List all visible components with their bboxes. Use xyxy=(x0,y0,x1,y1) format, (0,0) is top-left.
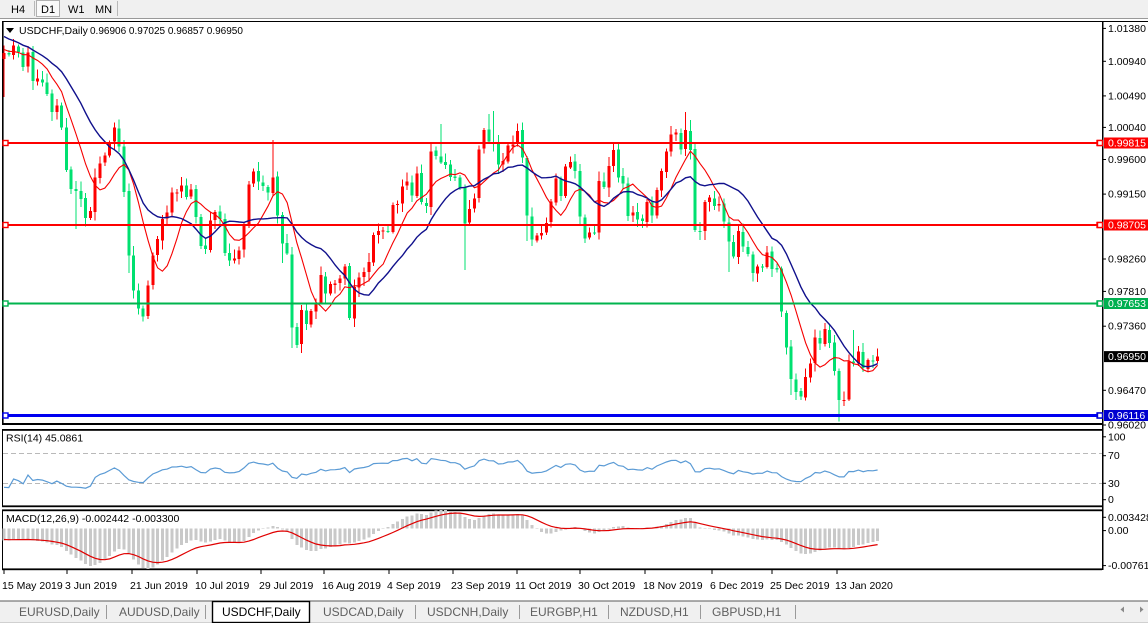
svg-text:0.003428: 0.003428 xyxy=(1108,512,1148,524)
svg-text:0.97653: 0.97653 xyxy=(1108,298,1146,310)
svg-text:USDCHF,Daily: USDCHF,Daily xyxy=(222,605,301,619)
svg-text:AUDUSD,Daily: AUDUSD,Daily xyxy=(119,605,200,619)
svg-text:0.99150: 0.99150 xyxy=(1108,189,1146,201)
svg-text:RSI(14) 45.0861: RSI(14) 45.0861 xyxy=(6,433,83,445)
svg-text:21 Jun 2019: 21 Jun 2019 xyxy=(130,580,188,592)
svg-text:0.96020: 0.96020 xyxy=(1108,420,1146,432)
svg-text:100: 100 xyxy=(1108,431,1126,443)
svg-text:MN: MN xyxy=(95,4,112,16)
svg-text:1.01380: 1.01380 xyxy=(1108,23,1146,35)
svg-text:1.00040: 1.00040 xyxy=(1108,122,1146,134)
svg-text:USDCAD,Daily: USDCAD,Daily xyxy=(323,605,404,619)
svg-text:0.00: 0.00 xyxy=(1108,525,1129,537)
svg-text:0.97360: 0.97360 xyxy=(1108,321,1146,333)
svg-text:3 Jun 2019: 3 Jun 2019 xyxy=(65,580,117,592)
svg-text:NZDUSD,H1: NZDUSD,H1 xyxy=(620,605,689,619)
svg-text:-0.007615: -0.007615 xyxy=(1108,560,1148,572)
svg-text:30 Oct 2019: 30 Oct 2019 xyxy=(578,580,635,592)
svg-text:16 Aug 2019: 16 Aug 2019 xyxy=(322,580,381,592)
svg-text:0.97810: 0.97810 xyxy=(1108,286,1146,298)
svg-text:10 Jul 2019: 10 Jul 2019 xyxy=(195,580,249,592)
svg-text:1.00490: 1.00490 xyxy=(1108,90,1146,102)
svg-text:13 Jan 2020: 13 Jan 2020 xyxy=(835,580,893,592)
svg-text:0.99600: 0.99600 xyxy=(1108,154,1146,166)
svg-text:15 May 2019: 15 May 2019 xyxy=(2,580,63,592)
svg-text:30: 30 xyxy=(1108,478,1120,490)
svg-text:25 Dec 2019: 25 Dec 2019 xyxy=(770,580,830,592)
svg-text:18 Nov 2019: 18 Nov 2019 xyxy=(643,580,703,592)
svg-text:6 Dec 2019: 6 Dec 2019 xyxy=(710,580,764,592)
svg-text:0.98260: 0.98260 xyxy=(1108,254,1146,266)
svg-text:USDCHF,Daily: USDCHF,Daily xyxy=(19,25,89,37)
svg-text:0.96116: 0.96116 xyxy=(1108,410,1145,422)
svg-text:29 Jul 2019: 29 Jul 2019 xyxy=(259,580,313,592)
svg-text:MACD(12,26,9) -0.002442 -0.003: MACD(12,26,9) -0.002442 -0.003300 xyxy=(6,513,180,525)
svg-text:W1: W1 xyxy=(68,4,85,16)
svg-text:EURGBP,H1: EURGBP,H1 xyxy=(530,605,598,619)
svg-text:0.98705: 0.98705 xyxy=(1108,220,1146,232)
svg-text:EURUSD,Daily: EURUSD,Daily xyxy=(19,605,100,619)
svg-text:4 Sep 2019: 4 Sep 2019 xyxy=(387,580,441,592)
svg-text:0.96906 0.97025 0.96857 0.9695: 0.96906 0.97025 0.96857 0.96950 xyxy=(90,26,243,37)
svg-text:D1: D1 xyxy=(41,4,55,16)
svg-text:USDCNH,Daily: USDCNH,Daily xyxy=(427,605,508,619)
svg-text:23 Sep 2019: 23 Sep 2019 xyxy=(451,580,511,592)
svg-text:1.00940: 1.00940 xyxy=(1108,56,1146,68)
svg-text:GBPUSD,H1: GBPUSD,H1 xyxy=(712,605,782,619)
svg-text:0.99815: 0.99815 xyxy=(1108,138,1146,150)
svg-text:0.96470: 0.96470 xyxy=(1108,385,1146,397)
svg-text:11 Oct 2019: 11 Oct 2019 xyxy=(515,580,572,592)
svg-text:0: 0 xyxy=(1108,494,1114,506)
svg-text:H4: H4 xyxy=(11,4,25,16)
svg-text:0.96950: 0.96950 xyxy=(1108,351,1146,363)
svg-text:70: 70 xyxy=(1108,450,1120,462)
